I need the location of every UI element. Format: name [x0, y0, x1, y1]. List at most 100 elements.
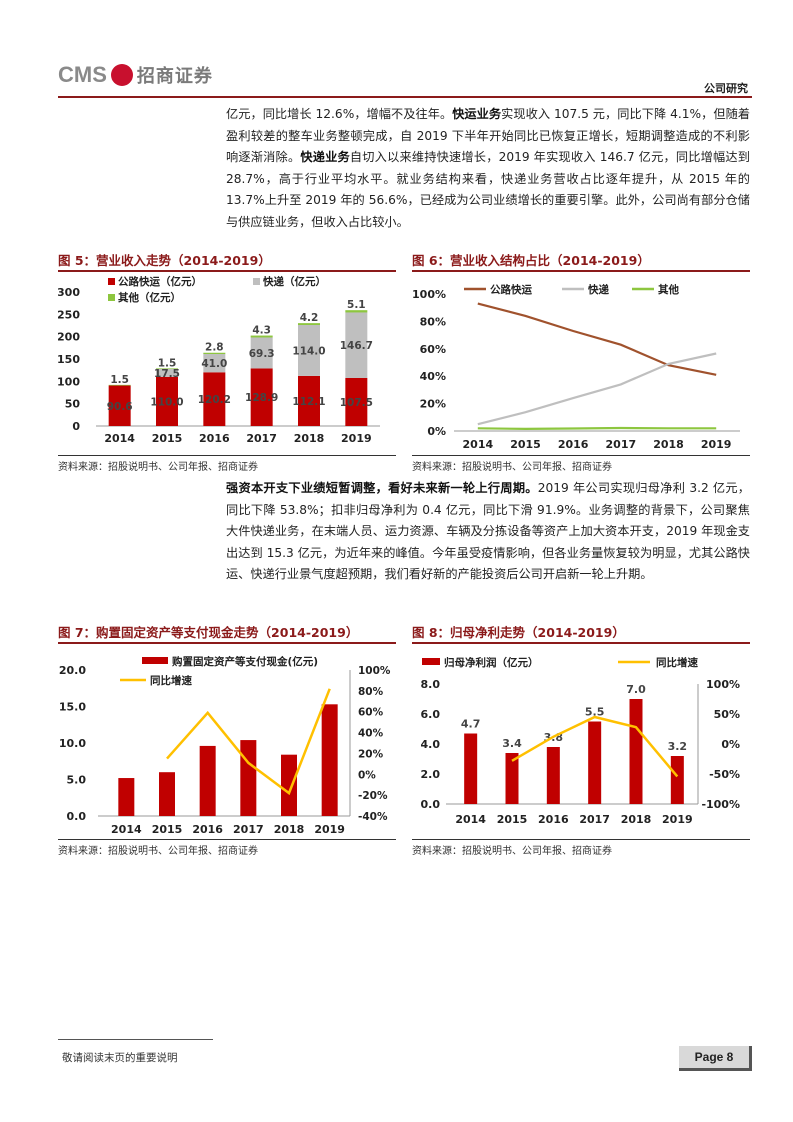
para1-bold-1: 快运业务: [452, 107, 502, 121]
fig5-bar: [203, 353, 226, 373]
para1-text-2: 实现收入 107.5 元，同比下降 4.1%，但随着盈利较差的整车业务整顿完成，…: [226, 107, 751, 165]
fig8-y2tick-label: 100%: [706, 678, 740, 691]
fig8-title: 图 8：归母净利走势（2014-2019）: [412, 625, 625, 640]
fig7-xtick-label: 2015: [152, 823, 183, 836]
fig5-data-label: 90.6: [107, 401, 133, 413]
body-paragraph-1: 亿元，同比增长 12.6%，增幅不及往年。快运业务实现收入 107.5 元，同比…: [226, 104, 750, 234]
para2-text-1: 2019 年公司实现归母净利 3.2 亿元，同比下降 53.8%；扣非归母净利为…: [226, 481, 750, 582]
fig5-xtick-label: 2017: [246, 432, 277, 445]
fig7-legend-label: 同比增速: [150, 674, 192, 687]
fig5-ytick-label: 0: [72, 420, 80, 433]
fig8-y2tick-label: 0%: [721, 738, 740, 751]
para2-bold-1: 强资本开支下业绩短暂调整，看好未来新一轮上行周期。: [226, 481, 538, 495]
fig5-bar: [203, 372, 226, 426]
fig5-bar: [108, 385, 131, 426]
fig8-data-label: 7.0: [626, 683, 646, 696]
fig8-data-label: 5.5: [585, 706, 605, 719]
fig8-bar: [670, 756, 684, 804]
fig6-xtick-label: 2015: [510, 438, 541, 451]
fig5-bar: [108, 384, 131, 386]
fig5-ytick-label: 200: [58, 331, 80, 344]
fig5-bar: [298, 323, 320, 326]
page-number: Page 8: [679, 1046, 752, 1071]
fig5-data-label: 4.2: [300, 312, 319, 324]
fig7-ytick-label: 10.0: [59, 737, 86, 750]
fig5-ytick-label: 150: [58, 353, 80, 366]
fig8-ytick-label: 8.0: [421, 678, 441, 691]
fig6-xtick-label: 2018: [653, 438, 684, 451]
fig7-y2tick-label: 0%: [358, 769, 376, 781]
fig5-legend-label: 快递（亿元）: [262, 275, 326, 288]
fig5-data-label: 2.8: [205, 342, 224, 354]
fig8-ytick-label: 0.0: [421, 798, 441, 811]
body-paragraph-2: 强资本开支下业绩短暂调整，看好未来新一轮上行周期。2019 年公司实现归母净利 …: [226, 478, 750, 586]
fig7-ytick-label: 20.0: [59, 664, 86, 677]
fig7-ytick-label: 0.0: [67, 810, 87, 823]
fig8-y2tick-label: -50%: [709, 768, 740, 781]
fig5-data-label: 120.2: [198, 394, 231, 406]
logo-text: CMS: [58, 62, 107, 87]
fig6-legend-label: 快递: [587, 283, 609, 296]
fig7-ytick-label: 5.0: [67, 774, 87, 787]
fig7-y2tick-label: 60%: [358, 707, 384, 719]
fig5-bar: [250, 368, 273, 426]
fig5-legend-swatch: [253, 278, 260, 285]
fig5-data-label: 17.5: [154, 368, 180, 380]
fig8-xtick-label: 2015: [497, 813, 528, 826]
fig5-title: 图 5：营业收入走势（2014-2019）: [58, 253, 271, 268]
fig6-xtick-label: 2014: [463, 438, 494, 451]
fig7-title: 图 7：购置固定资产等支付现金走势（2014-2019）: [58, 625, 359, 640]
fig5-bar: [298, 325, 320, 376]
fig6-xtick-label: 2017: [606, 438, 637, 451]
fig8-bar: [629, 699, 643, 804]
fig5-data-label: 5.1: [347, 299, 366, 311]
footer-divider: [58, 1039, 213, 1040]
fig8-bar: [546, 747, 560, 804]
fig6-legend-label: 其他: [658, 283, 679, 296]
fig5-bar: [345, 312, 368, 378]
footer-note: 敬请阅读末页的重要说明: [62, 1052, 178, 1064]
fig5-legend-label: 公路快运（亿元）: [118, 275, 202, 288]
fig5-bar: [156, 368, 178, 370]
fig7-bar: [321, 704, 338, 816]
fig6-series-line: [477, 426, 717, 431]
fig8-bar: [588, 721, 602, 804]
fig7-xtick-label: 2018: [274, 823, 305, 836]
fig8-legend-label: 归母净利润（亿元）: [444, 656, 539, 669]
fig5-xtick-label: 2019: [341, 432, 372, 445]
fig7-growth-line: [166, 688, 331, 796]
logo-cn-text: 招商证券: [136, 66, 213, 87]
fig7-y2tick-label: -20%: [358, 790, 388, 802]
fig7-legend-swatch: [142, 657, 168, 664]
fig8-legend-swatch: [422, 658, 440, 665]
fig7-source-line: [58, 839, 396, 840]
header-divider: [58, 96, 752, 98]
fig6-series-line: [477, 302, 717, 376]
fig5-xtick-label: 2015: [152, 432, 183, 445]
fig5-title-line: [58, 270, 396, 272]
fig8-data-label: 4.7: [461, 718, 481, 731]
fig5-ytick-label: 300: [58, 286, 80, 299]
fig7-y2tick-label: 40%: [358, 728, 384, 740]
fig5-bar: [298, 375, 320, 426]
report-type: 公司研究: [704, 82, 748, 95]
fig7-title-line: [58, 642, 396, 644]
fig5-data-label: 110.0: [150, 396, 183, 408]
fig6-series-line: [477, 352, 717, 426]
fig5-source: 资料来源：招股说明书、公司年报、招商证券: [58, 462, 258, 473]
fig8-title-line: [412, 642, 750, 644]
fig6-chart: 0% 20% 40% 60% 80% 100% 2014 2015 2016 2017 2018 20…: [412, 283, 740, 451]
fig5-data-label: 4.3: [252, 325, 271, 337]
fig7-y2tick-label: -40%: [358, 811, 388, 823]
fig7-y2tick-label: 20%: [358, 748, 384, 760]
fig8-xtick-label: 2017: [579, 813, 610, 826]
fig5-bar: [156, 376, 178, 426]
fig5-xtick-label: 2016: [199, 432, 230, 445]
logo-seal-icon: [110, 64, 133, 86]
fig5-source-line: [58, 455, 396, 456]
fig7-bar: [281, 754, 297, 816]
fig5-data-label: 1.5: [110, 374, 129, 386]
fig8-xtick-label: 2016: [538, 813, 569, 826]
fig7-chart: 0.0 5.0 10.0 15.0 20.0 -40% -20% 0% 20% 40% 60% 80%…: [59, 655, 391, 836]
fig6-ytick-label: 80%: [420, 315, 446, 328]
